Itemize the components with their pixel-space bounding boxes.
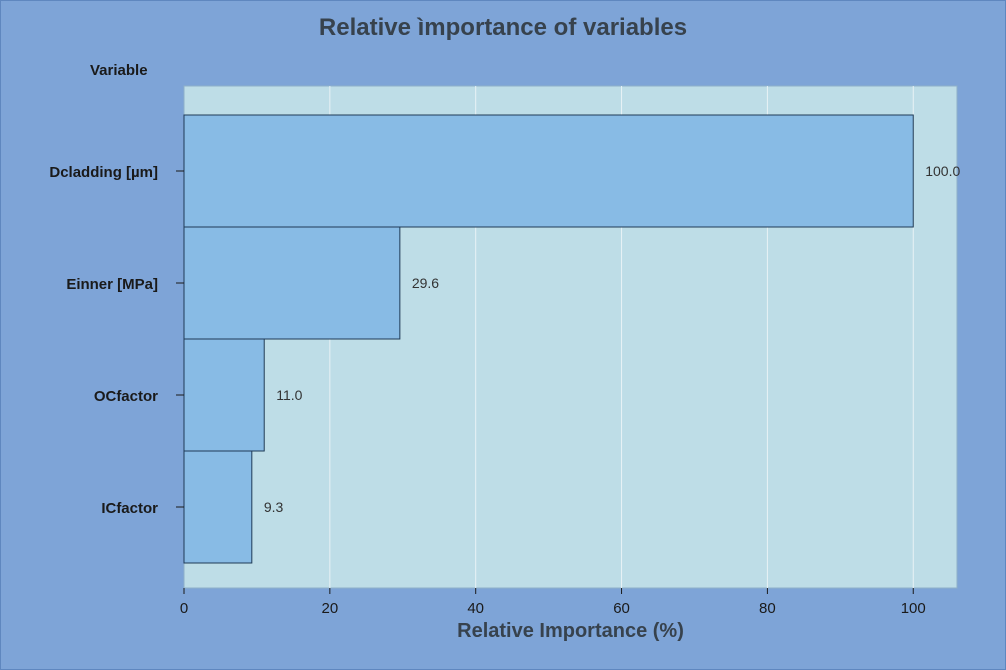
x-tick-label: 0 <box>180 600 188 617</box>
data-label: 29.6 <box>412 275 439 291</box>
x-axis-title: Relative Importance (%) <box>457 620 684 642</box>
category-label: OCfactor <box>94 388 158 405</box>
category-label: ICfactor <box>101 500 158 517</box>
bar <box>183 450 253 564</box>
bar <box>183 226 401 340</box>
y-axis-title: Variable <box>90 62 148 79</box>
x-tick-label: 40 <box>467 600 484 617</box>
x-tick-label: 60 <box>613 600 630 617</box>
bar <box>183 114 914 228</box>
x-tick-label: 80 <box>759 600 776 617</box>
category-label: Dcladding [µm] <box>49 164 158 181</box>
x-tick-label: 20 <box>322 600 339 617</box>
bar <box>183 338 265 452</box>
category-label: Einner [MPa] <box>66 276 158 293</box>
chart-title: Relative ìmportance of variables <box>318 14 688 41</box>
data-label: 100.0 <box>925 163 960 179</box>
data-label: 9.3 <box>264 499 284 515</box>
x-tick-label: 100 <box>901 600 926 617</box>
data-label: 11.0 <box>276 387 302 403</box>
